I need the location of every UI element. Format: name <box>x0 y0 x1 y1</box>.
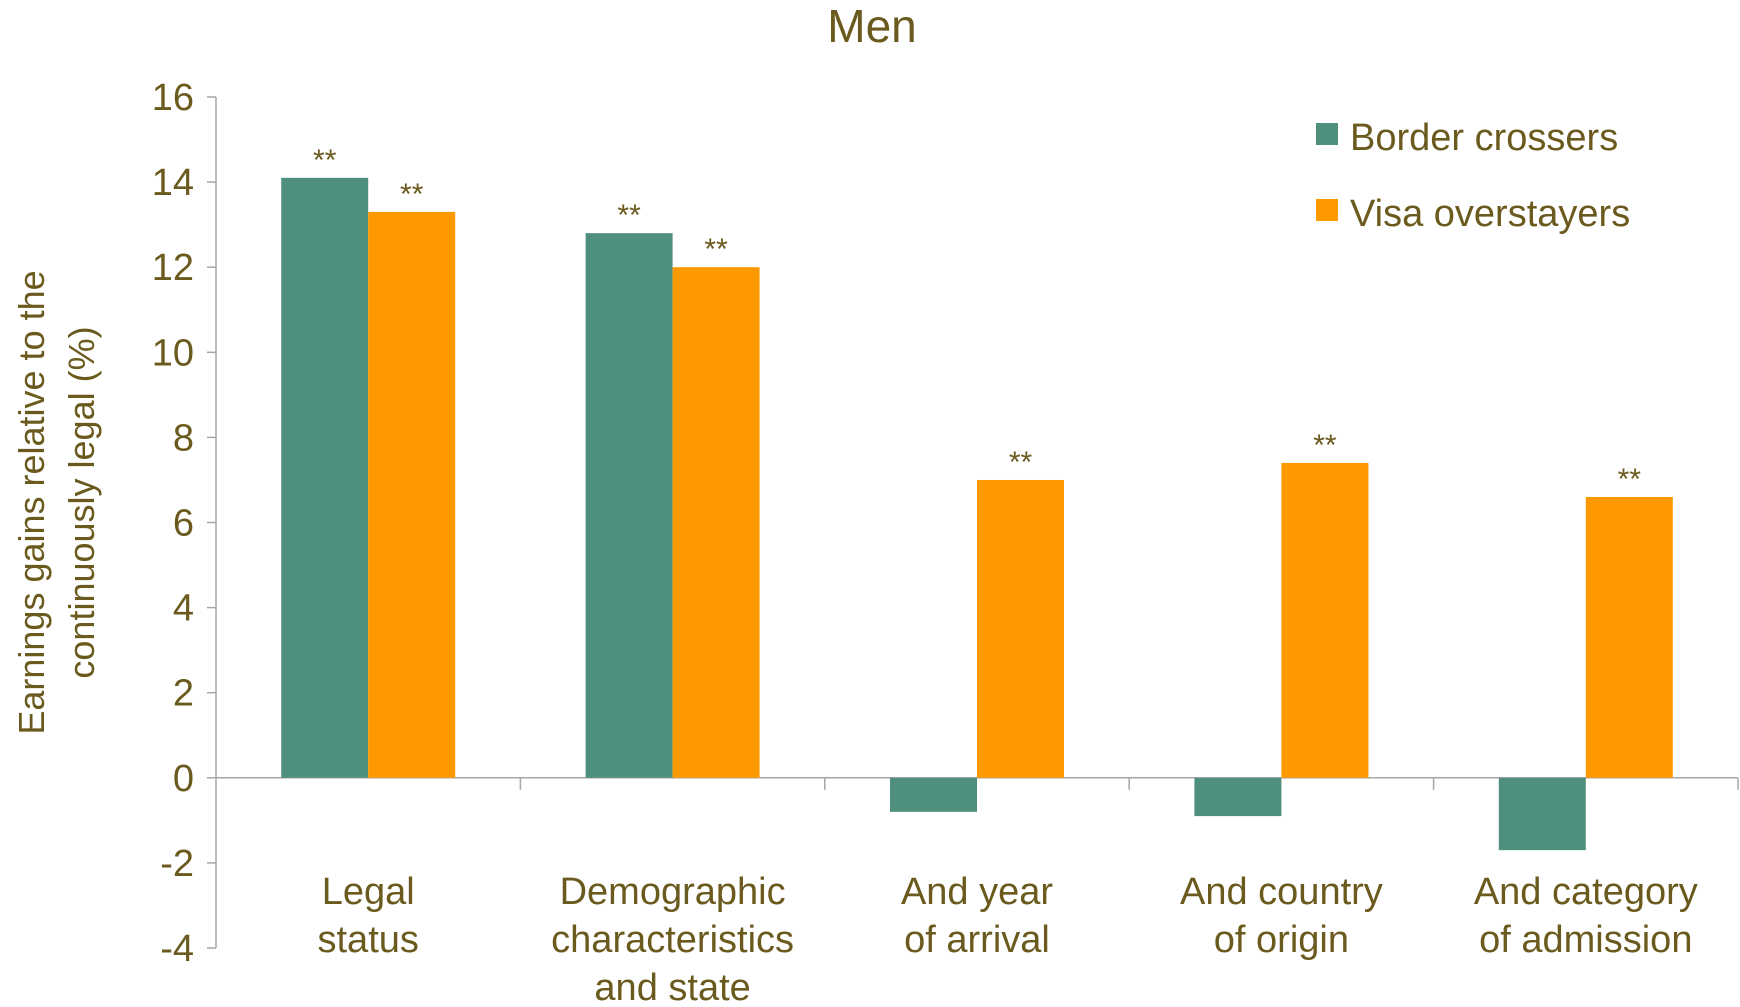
x-tick-label: characteristics <box>551 919 794 961</box>
x-tick-label: Demographic <box>560 871 786 913</box>
y-axis-title: Earnings gains relative to the continuous… <box>11 270 102 734</box>
significance-label: ** <box>313 144 337 177</box>
x-tick-label: of origin <box>1214 919 1349 961</box>
bar <box>1498 777 1586 851</box>
x-tick-label: of admission <box>1479 919 1692 961</box>
bar <box>1281 462 1369 778</box>
y-axis-title-line: Earnings gains relative to the <box>11 270 52 734</box>
y-tick-label: 6 <box>173 503 194 545</box>
y-axis-title-line: continuously legal (%) <box>61 326 102 678</box>
y-tick-label: 12 <box>152 247 194 289</box>
significance-label: ** <box>1009 446 1033 479</box>
significance-label: ** <box>400 178 424 211</box>
y-tick-label: 14 <box>152 162 194 204</box>
significance-label: ** <box>704 233 728 266</box>
bar <box>585 233 673 778</box>
bar <box>1194 777 1282 817</box>
x-tick-label: Legal <box>322 871 415 913</box>
x-tick-label: and state <box>594 967 750 1007</box>
legend-label: Border crossers <box>1350 117 1618 159</box>
significance-label: ** <box>1313 429 1337 462</box>
significance-label: ** <box>1618 463 1642 496</box>
bar <box>977 479 1064 778</box>
legend-swatch <box>1316 199 1338 221</box>
legend-swatch <box>1316 123 1338 145</box>
significance-label: ** <box>617 199 641 232</box>
x-tick-label: status <box>318 919 419 961</box>
bar <box>672 267 760 778</box>
legend: Border crossers Visa overstayers <box>1316 117 1630 235</box>
y-tick-label: 0 <box>173 758 194 800</box>
x-tick-label: And year <box>901 871 1053 913</box>
x-tick-label: And country <box>1180 871 1383 913</box>
bar <box>1585 496 1673 778</box>
x-tick-label: of arrival <box>904 919 1050 961</box>
y-tick-label: 10 <box>152 332 194 374</box>
chart-title: Men <box>827 0 916 52</box>
bar <box>890 777 977 812</box>
legend-label: Visa overstayers <box>1350 193 1630 235</box>
y-tick-label: -2 <box>160 843 194 885</box>
plot-area: 16 14 12 10 8 6 4 2 0 -2 -4 ** ** Legal status ** ** Demo… <box>152 77 1739 1007</box>
y-tick-label: 16 <box>152 77 194 119</box>
bar <box>368 211 456 778</box>
x-tick-label: And category <box>1474 871 1698 913</box>
bar <box>281 177 369 778</box>
y-tick-label: 2 <box>173 673 194 715</box>
y-tick-label: 4 <box>173 588 194 630</box>
y-tick-label: -4 <box>160 928 194 970</box>
y-tick-label: 8 <box>173 417 194 459</box>
